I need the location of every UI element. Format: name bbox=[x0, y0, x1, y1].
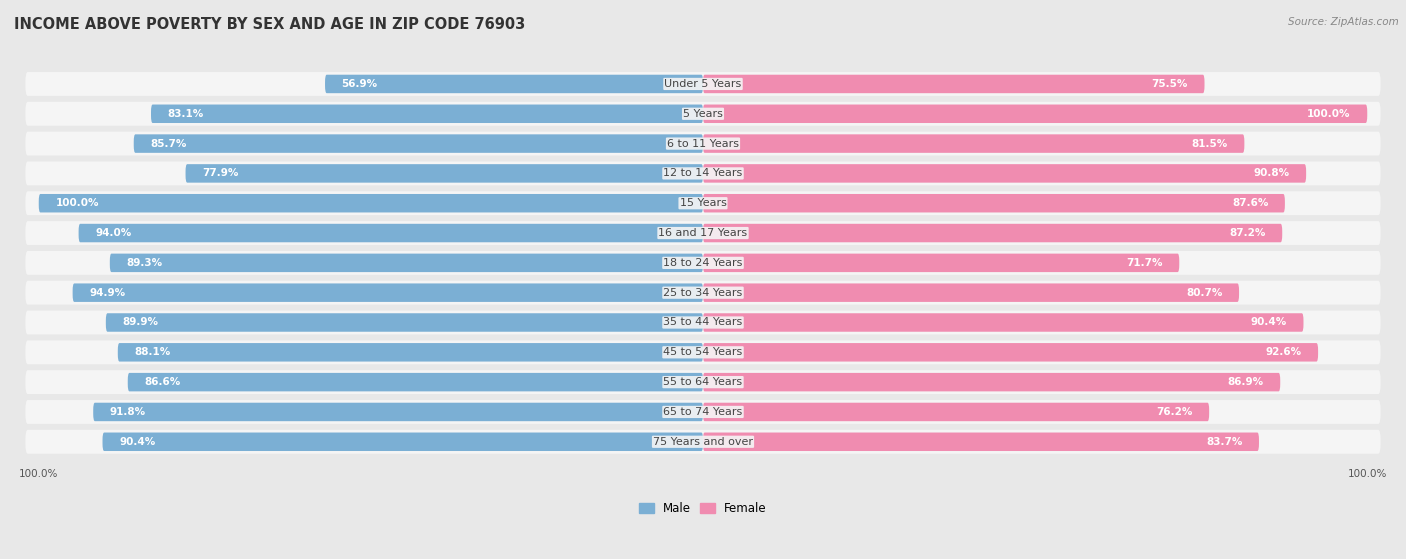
FancyBboxPatch shape bbox=[103, 433, 703, 451]
FancyBboxPatch shape bbox=[105, 313, 703, 331]
Text: 45 to 54 Years: 45 to 54 Years bbox=[664, 347, 742, 357]
FancyBboxPatch shape bbox=[118, 343, 703, 362]
Text: 90.8%: 90.8% bbox=[1253, 168, 1289, 178]
Text: 94.0%: 94.0% bbox=[96, 228, 131, 238]
Text: Source: ZipAtlas.com: Source: ZipAtlas.com bbox=[1288, 17, 1399, 27]
FancyBboxPatch shape bbox=[703, 402, 1209, 421]
FancyBboxPatch shape bbox=[703, 433, 1258, 451]
FancyBboxPatch shape bbox=[25, 132, 1381, 155]
FancyBboxPatch shape bbox=[110, 254, 703, 272]
Text: 75 Years and over: 75 Years and over bbox=[652, 437, 754, 447]
FancyBboxPatch shape bbox=[25, 400, 1381, 424]
Legend: Male, Female: Male, Female bbox=[634, 498, 772, 520]
Text: 86.9%: 86.9% bbox=[1227, 377, 1264, 387]
FancyBboxPatch shape bbox=[703, 373, 1281, 391]
FancyBboxPatch shape bbox=[703, 254, 1180, 272]
Text: 15 Years: 15 Years bbox=[679, 198, 727, 208]
FancyBboxPatch shape bbox=[325, 75, 703, 93]
Text: INCOME ABOVE POVERTY BY SEX AND AGE IN ZIP CODE 76903: INCOME ABOVE POVERTY BY SEX AND AGE IN Z… bbox=[14, 17, 526, 32]
Text: 80.7%: 80.7% bbox=[1187, 288, 1222, 298]
Text: 5 Years: 5 Years bbox=[683, 109, 723, 119]
Text: 85.7%: 85.7% bbox=[150, 139, 187, 149]
FancyBboxPatch shape bbox=[128, 373, 703, 391]
FancyBboxPatch shape bbox=[73, 283, 703, 302]
FancyBboxPatch shape bbox=[79, 224, 703, 242]
FancyBboxPatch shape bbox=[25, 370, 1381, 394]
FancyBboxPatch shape bbox=[703, 224, 1282, 242]
Text: 83.7%: 83.7% bbox=[1206, 437, 1243, 447]
FancyBboxPatch shape bbox=[703, 105, 1367, 123]
Text: 56.9%: 56.9% bbox=[342, 79, 378, 89]
Text: Under 5 Years: Under 5 Years bbox=[665, 79, 741, 89]
Text: 55 to 64 Years: 55 to 64 Years bbox=[664, 377, 742, 387]
Text: 65 to 74 Years: 65 to 74 Years bbox=[664, 407, 742, 417]
Text: 94.9%: 94.9% bbox=[89, 288, 125, 298]
FancyBboxPatch shape bbox=[25, 162, 1381, 186]
Text: 86.6%: 86.6% bbox=[145, 377, 180, 387]
Text: 92.6%: 92.6% bbox=[1265, 347, 1302, 357]
FancyBboxPatch shape bbox=[25, 251, 1381, 275]
Text: 16 and 17 Years: 16 and 17 Years bbox=[658, 228, 748, 238]
Text: 75.5%: 75.5% bbox=[1152, 79, 1188, 89]
FancyBboxPatch shape bbox=[93, 402, 703, 421]
FancyBboxPatch shape bbox=[703, 313, 1303, 331]
Text: 6 to 11 Years: 6 to 11 Years bbox=[666, 139, 740, 149]
FancyBboxPatch shape bbox=[703, 164, 1306, 183]
Text: 87.6%: 87.6% bbox=[1232, 198, 1268, 208]
Text: 87.2%: 87.2% bbox=[1229, 228, 1265, 238]
Text: 89.9%: 89.9% bbox=[122, 318, 159, 328]
FancyBboxPatch shape bbox=[25, 221, 1381, 245]
FancyBboxPatch shape bbox=[134, 134, 703, 153]
FancyBboxPatch shape bbox=[703, 134, 1244, 153]
Text: 100.0%: 100.0% bbox=[55, 198, 98, 208]
FancyBboxPatch shape bbox=[25, 102, 1381, 126]
Text: 81.5%: 81.5% bbox=[1191, 139, 1227, 149]
FancyBboxPatch shape bbox=[150, 105, 703, 123]
FancyBboxPatch shape bbox=[703, 343, 1317, 362]
FancyBboxPatch shape bbox=[25, 340, 1381, 364]
Text: 25 to 34 Years: 25 to 34 Years bbox=[664, 288, 742, 298]
Text: 88.1%: 88.1% bbox=[135, 347, 170, 357]
Text: 91.8%: 91.8% bbox=[110, 407, 146, 417]
FancyBboxPatch shape bbox=[25, 311, 1381, 334]
FancyBboxPatch shape bbox=[25, 281, 1381, 305]
FancyBboxPatch shape bbox=[25, 430, 1381, 454]
Text: 71.7%: 71.7% bbox=[1126, 258, 1163, 268]
Text: 100.0%: 100.0% bbox=[20, 469, 59, 479]
FancyBboxPatch shape bbox=[186, 164, 703, 183]
FancyBboxPatch shape bbox=[25, 191, 1381, 215]
Text: 100.0%: 100.0% bbox=[1347, 469, 1386, 479]
FancyBboxPatch shape bbox=[25, 72, 1381, 96]
Text: 90.4%: 90.4% bbox=[1250, 318, 1286, 328]
FancyBboxPatch shape bbox=[39, 194, 703, 212]
FancyBboxPatch shape bbox=[703, 75, 1205, 93]
Text: 35 to 44 Years: 35 to 44 Years bbox=[664, 318, 742, 328]
Text: 18 to 24 Years: 18 to 24 Years bbox=[664, 258, 742, 268]
Text: 90.4%: 90.4% bbox=[120, 437, 156, 447]
Text: 83.1%: 83.1% bbox=[167, 109, 204, 119]
FancyBboxPatch shape bbox=[703, 194, 1285, 212]
Text: 100.0%: 100.0% bbox=[1308, 109, 1351, 119]
Text: 76.2%: 76.2% bbox=[1156, 407, 1192, 417]
Text: 89.3%: 89.3% bbox=[127, 258, 163, 268]
Text: 77.9%: 77.9% bbox=[202, 168, 239, 178]
FancyBboxPatch shape bbox=[703, 283, 1239, 302]
Text: 12 to 14 Years: 12 to 14 Years bbox=[664, 168, 742, 178]
